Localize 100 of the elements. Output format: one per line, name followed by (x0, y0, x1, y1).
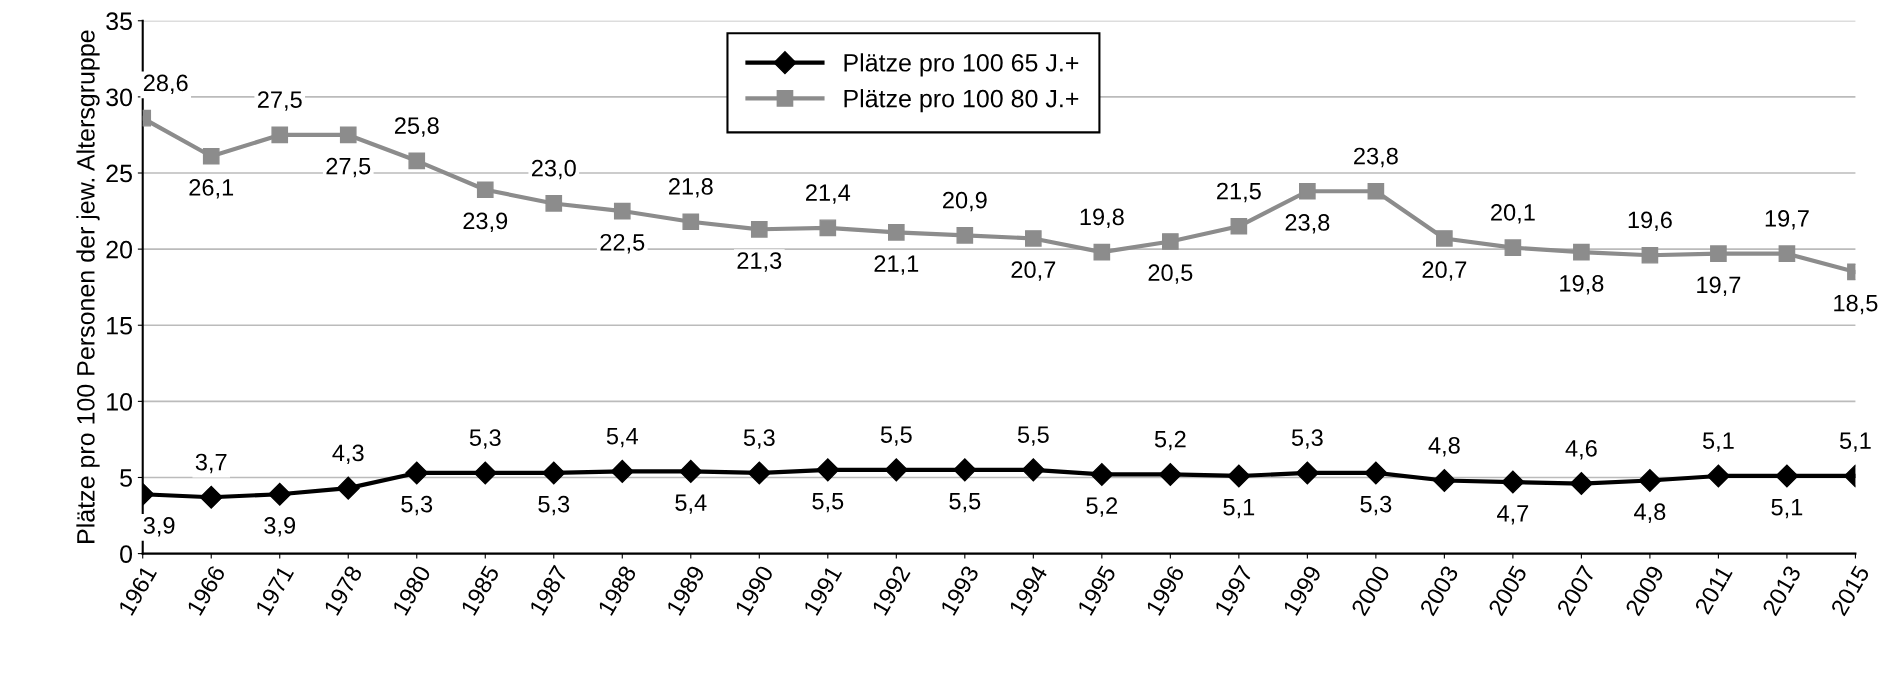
data-label: 21,4 (806, 184, 851, 204)
point (202, 147, 220, 165)
point (476, 181, 494, 199)
data-label: 5,4 (606, 428, 638, 448)
data-label: 5,5 (949, 492, 981, 513)
data-label: 4,7 (1497, 505, 1529, 525)
data-label: 4,3 (332, 444, 364, 465)
data-label: 27,5 (257, 91, 302, 111)
point (1158, 462, 1182, 486)
y-tick-label: 35 (106, 12, 132, 31)
data-label: 5,5 (812, 492, 844, 513)
y-tick-label: 25 (106, 164, 132, 183)
data-label: 22,5 (600, 233, 645, 254)
point (336, 476, 360, 500)
point (1090, 462, 1114, 486)
point (1227, 464, 1251, 488)
y-tick-label: 0 (120, 545, 133, 563)
y-tick-label: 30 (106, 88, 133, 107)
point (1775, 464, 1799, 488)
point (747, 461, 771, 485)
data-label: 20,9 (943, 191, 987, 212)
data-label: 5,1 (1771, 499, 1803, 519)
point (1706, 464, 1730, 488)
data-label: 21,1 (874, 255, 919, 275)
data-label: 20,7 (1011, 261, 1056, 281)
data-label: 19,8 (1080, 208, 1124, 229)
point (1778, 245, 1796, 263)
point (339, 126, 357, 144)
point (1364, 461, 1388, 485)
point (1432, 469, 1456, 493)
point (1295, 461, 1319, 485)
point (1024, 230, 1042, 247)
point (884, 458, 908, 482)
y-tick-label: 10 (107, 392, 133, 411)
point (613, 202, 631, 220)
point (1162, 233, 1179, 250)
data-label: 5,1 (1223, 499, 1255, 519)
point (545, 195, 563, 212)
legend-label: Plätze pro 100 80 J.+ (844, 89, 1079, 113)
y-tick-label: 15 (107, 317, 132, 335)
point (819, 219, 837, 237)
point (887, 224, 905, 241)
data-label: 4,8 (1428, 436, 1460, 457)
data-label: 4,8 (1634, 503, 1666, 523)
data-label: 26,1 (189, 179, 234, 199)
point (473, 461, 497, 485)
data-label: 5,3 (469, 429, 501, 449)
point (750, 220, 768, 238)
data-label: 5,3 (1360, 495, 1392, 516)
data-label: 25,8 (394, 117, 439, 137)
point (1641, 246, 1659, 264)
data-label: 3,9 (143, 517, 175, 537)
data-label: 5,5 (1017, 426, 1049, 446)
point (405, 461, 429, 485)
data-label: 19,7 (1697, 276, 1741, 297)
point (1367, 182, 1385, 200)
point (679, 459, 703, 483)
point (682, 213, 700, 231)
point (1501, 470, 1525, 494)
point (268, 482, 292, 506)
data-label: 5,2 (1086, 497, 1118, 517)
point (1504, 239, 1522, 256)
data-label: 3,7 (195, 453, 227, 474)
point (1573, 243, 1590, 261)
y-tick-label: 5 (120, 469, 132, 487)
point (816, 458, 840, 482)
point (1436, 230, 1453, 247)
data-label: 20,7 (1422, 261, 1467, 281)
data-label: 5,5 (880, 426, 912, 446)
data-label: 5,1 (1839, 432, 1871, 452)
data-label: 20,1 (1491, 203, 1535, 224)
data-label: 23,9 (463, 212, 508, 233)
data-label: 5,2 (1154, 430, 1186, 451)
data-label: 28,6 (143, 74, 188, 95)
point (542, 461, 566, 485)
y-tick-label: 20 (106, 240, 133, 259)
data-label: 20,5 (1148, 264, 1193, 284)
data-label: 27,5 (326, 157, 371, 178)
point (610, 459, 634, 483)
point (1093, 243, 1111, 261)
point (1710, 245, 1727, 263)
data-label: 21,8 (669, 178, 713, 198)
point (199, 485, 223, 509)
data-label: 23,0 (531, 159, 576, 180)
data-label: 5,3 (743, 429, 775, 449)
point (1021, 458, 1045, 482)
data-label: 23,8 (1285, 214, 1330, 234)
data-label: 5,3 (538, 495, 570, 516)
data-label: 19,7 (1765, 210, 1809, 230)
point (1299, 182, 1316, 200)
point (1638, 469, 1662, 493)
data-label: 19,6 (1628, 211, 1672, 232)
data-label: 5,3 (401, 495, 433, 516)
point (956, 227, 974, 244)
data-label: 3,9 (264, 517, 296, 537)
y-axis-title: Plätze pro 100 Personen der jew. Altersgruppe (76, 30, 100, 543)
point (953, 458, 977, 482)
data-label: 23,8 (1354, 147, 1398, 168)
data-label: 18,5 (1834, 294, 1878, 315)
point (1230, 217, 1248, 235)
